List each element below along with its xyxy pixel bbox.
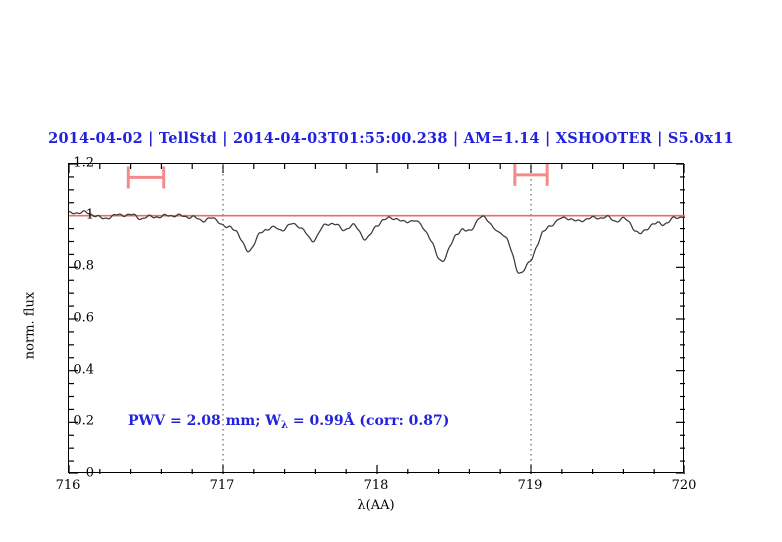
x-tick-label: 720 <box>671 478 697 493</box>
spectrum-curve <box>69 210 685 274</box>
y-tick-label: 0.8 <box>73 258 94 274</box>
pwv-annotation: PWV = 2.08 mm; Wλ = 0.99Å (corr: 0.87) <box>128 413 449 431</box>
x-tick-label: 716 <box>55 478 81 493</box>
axis-ticks <box>69 164 685 474</box>
y-tick-label: 0.6 <box>73 310 94 326</box>
vertical-guide-lines <box>222 164 532 474</box>
plot-area <box>68 163 685 474</box>
pwv-annotation-suffix: = 0.99Å (corr: 0.87) <box>288 413 450 429</box>
pwv-annotation-prefix: PWV = 2.08 mm; W <box>128 413 281 429</box>
error-bar-markers <box>126 164 549 189</box>
y-tick-label: 0.2 <box>73 413 94 429</box>
y-tick-label: 0 <box>85 465 94 481</box>
page-title: 2014-04-02 | TellStd | 2014-04-03T01:55:… <box>48 130 734 147</box>
y-tick-label: 1.2 <box>73 155 94 171</box>
y-tick-label: 1 <box>85 207 94 223</box>
error-bar-marker-1 <box>126 166 166 189</box>
x-tick-label: 718 <box>363 478 389 493</box>
x-axis-label: λ(AA) <box>357 498 395 513</box>
y-tick-label: 0.4 <box>73 362 94 378</box>
x-tick-label: 719 <box>517 478 543 493</box>
plot-canvas <box>69 164 685 474</box>
x-tick-label: 717 <box>209 478 235 493</box>
lambda-subscript: λ <box>280 419 289 431</box>
error-bar-marker-2 <box>513 164 549 186</box>
